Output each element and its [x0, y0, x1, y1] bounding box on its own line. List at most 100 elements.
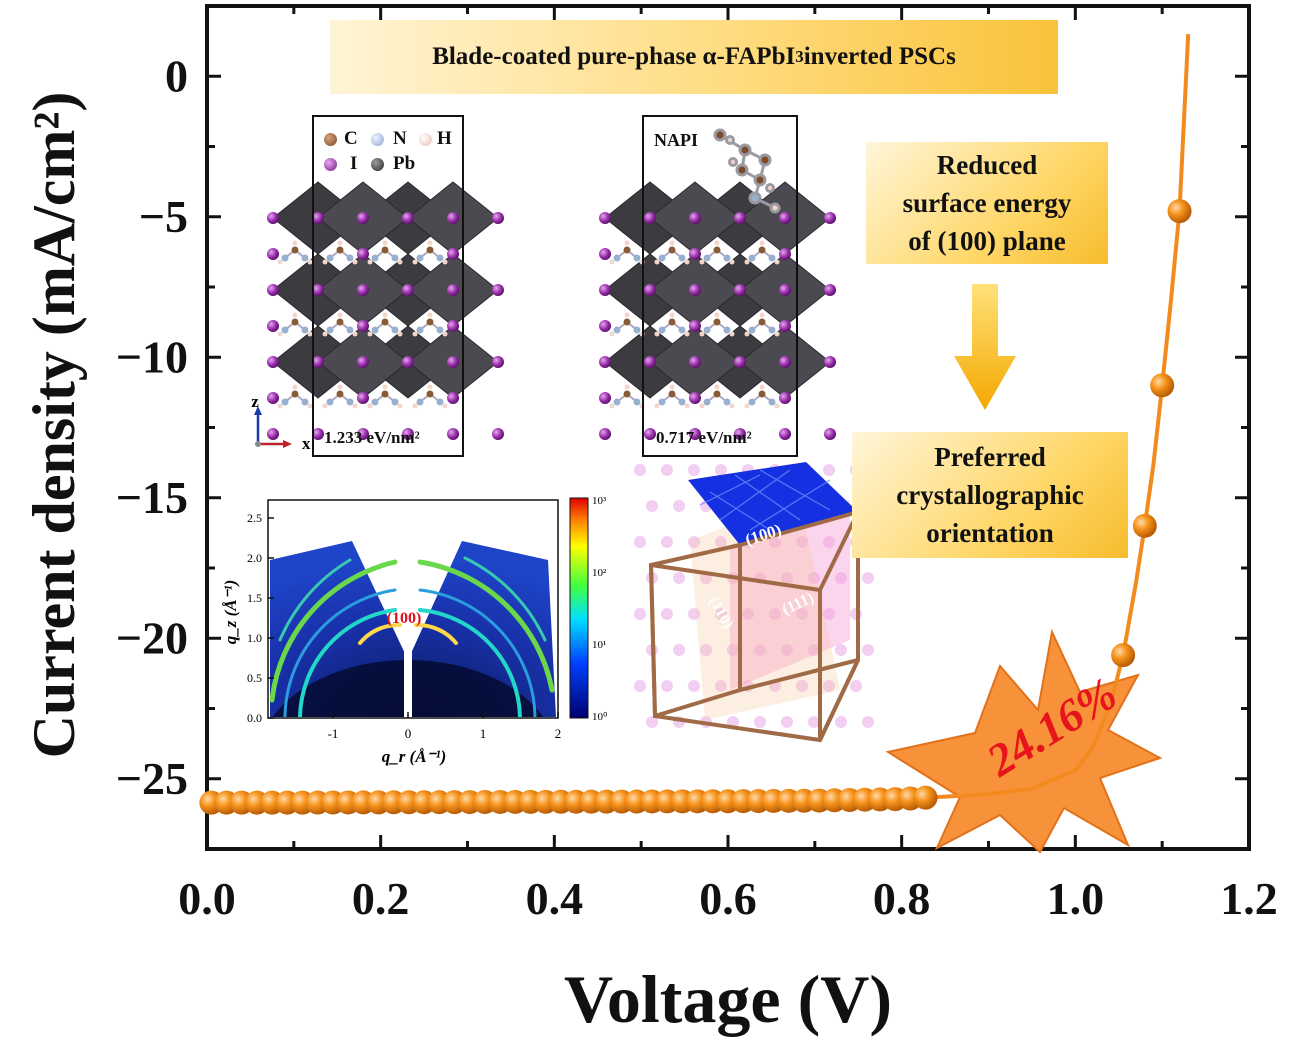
fa-hydrogen	[427, 240, 433, 246]
svg-text:q_z (Å⁻¹): q_z (Å⁻¹)	[221, 580, 240, 645]
nitrogen-atom-icon	[371, 133, 384, 146]
fa-carbon	[623, 246, 631, 254]
legend-n: N	[393, 128, 407, 149]
fa-hydrogen	[684, 331, 690, 337]
y-tick-label: −5	[139, 191, 188, 242]
x-tick-label: 0.6	[699, 873, 757, 924]
iodine-atom	[267, 212, 279, 224]
iodine-atom	[779, 356, 791, 368]
fa-hydrogen	[744, 331, 750, 337]
iodine-atom	[267, 284, 279, 296]
fa-hydrogen	[714, 240, 720, 246]
fa-hydrogen	[699, 331, 705, 337]
iodine-atom	[267, 392, 279, 404]
iodine-atom	[599, 284, 611, 296]
fa-nitrogen	[703, 326, 711, 334]
fa-hydrogen	[699, 259, 705, 265]
iodine-atom	[312, 212, 324, 224]
inset-y-tick-label: 2.5	[247, 511, 262, 525]
fa-hydrogen	[352, 403, 358, 409]
iodine-atom	[447, 428, 459, 440]
cube-atom	[646, 500, 658, 512]
cube-atom	[835, 716, 847, 728]
fa-nitrogen	[281, 398, 289, 406]
x-tick-label: 0.2	[352, 873, 410, 924]
iodine-atom	[267, 428, 279, 440]
callout-1-line-2: surface energy	[902, 188, 1072, 218]
fa-hydrogen	[322, 259, 328, 265]
fa-carbon	[381, 390, 389, 398]
iodine-atom	[779, 392, 791, 404]
fa-nitrogen	[658, 254, 666, 262]
giwaxs-inset: -1 0 1 2 0.0 0.5 1.0 1.5 2.0 2.5 (100) q_r (Å⁻¹)…	[221, 495, 608, 766]
fa-hydrogen	[759, 384, 765, 390]
fa-nitrogen	[703, 398, 711, 406]
iodine-atom	[357, 212, 369, 224]
cube-atom	[673, 572, 685, 584]
fa-carbon	[623, 318, 631, 326]
svg-text:z: z	[251, 392, 259, 411]
callout-orientation: Preferred crystallographic orientation	[852, 432, 1128, 558]
cube-atom	[796, 608, 808, 620]
iodine-atom	[644, 428, 656, 440]
cube-atom	[823, 608, 835, 620]
legend-h: H	[437, 128, 452, 149]
iodine-atom	[492, 284, 504, 296]
x-tick-label: 0.0	[178, 873, 236, 924]
fa-hydrogen	[427, 312, 433, 318]
fa-hydrogen	[292, 384, 298, 390]
fa-hydrogen	[292, 312, 298, 318]
fa-hydrogen	[322, 331, 328, 337]
callout-surface-energy: Reduced surface energy of (100) plane	[866, 142, 1108, 264]
fa-hydrogen	[442, 403, 448, 409]
cube-atom	[661, 608, 673, 620]
callout-2-line-2: crystallographic	[896, 480, 1084, 510]
fa-hydrogen	[307, 331, 313, 337]
fapbi3-structure	[267, 181, 504, 440]
fa-carbon	[336, 246, 344, 254]
iodine-atoms-right	[599, 212, 836, 440]
fa-carbon	[668, 246, 676, 254]
cube-atom	[700, 644, 712, 656]
iodine-atom	[689, 248, 701, 260]
fa-hydrogen	[397, 259, 403, 265]
cube-atom	[715, 680, 727, 692]
fa-nitrogen	[391, 254, 399, 262]
cube-atom	[634, 536, 646, 548]
cube-atom	[808, 716, 820, 728]
cube-atom	[808, 644, 820, 656]
fa-hydrogen	[624, 240, 630, 246]
fa-hydrogen	[714, 384, 720, 390]
fa-nitrogen	[416, 398, 424, 406]
fa-carbon	[713, 390, 721, 398]
y-tick-label: −25	[116, 753, 188, 804]
cube-atom	[634, 608, 646, 620]
fa-hydrogen	[277, 403, 283, 409]
iodine-atom	[779, 428, 791, 440]
fa-nitrogen	[416, 326, 424, 334]
iodine-atom	[447, 392, 459, 404]
iodine-atom	[447, 212, 459, 224]
cube-atom	[688, 680, 700, 692]
efficiency-starburst	[885, 628, 1163, 854]
svg-text:q_r (Å⁻¹): q_r (Å⁻¹)	[382, 747, 447, 766]
iodine-atom	[357, 392, 369, 404]
fa-hydrogen	[744, 259, 750, 265]
fa-hydrogen	[669, 240, 675, 246]
fa-hydrogen	[774, 259, 780, 265]
y-axis-title: Current density (mA/cm²)	[21, 92, 87, 759]
svg-text:x: x	[302, 434, 311, 453]
cube-atom	[688, 608, 700, 620]
fa-carbon	[381, 246, 389, 254]
legend-c: C	[344, 128, 358, 149]
iodine-atom	[402, 284, 414, 296]
x-tick-label: 0.8	[873, 873, 931, 924]
fa-nitrogen	[678, 254, 686, 262]
data-point	[1132, 513, 1157, 538]
fa-nitrogen	[391, 326, 399, 334]
axis-indicator: z x	[251, 392, 311, 453]
iodine-atom	[689, 284, 701, 296]
iodine-atom	[779, 320, 791, 332]
data-point	[913, 785, 938, 810]
